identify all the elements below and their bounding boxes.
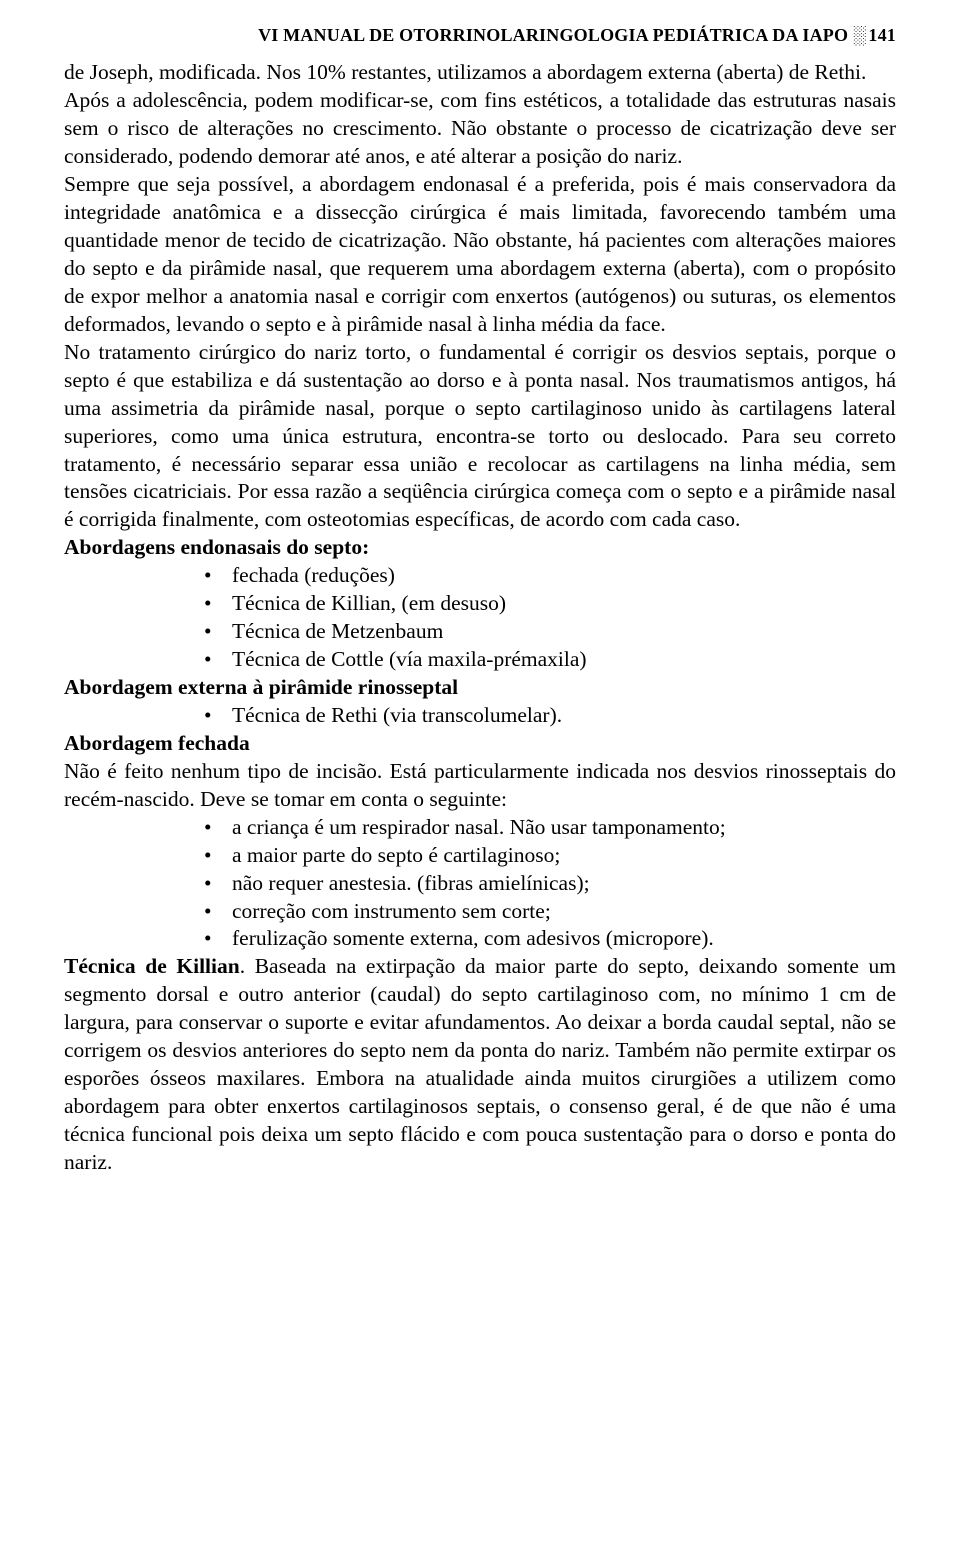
- page-header: VI MANUAL DE OTORRINOLARINGOLOGIA PEDIÁT…: [64, 24, 896, 47]
- list-item: Técnica de Metzenbaum: [204, 618, 896, 646]
- list-item: fechada (reduções): [204, 562, 896, 590]
- section-heading-endonasais: Abordagens endonasais do septo:: [64, 534, 896, 562]
- list-item: Técnica de Cottle (vía maxila-prémaxila): [204, 646, 896, 674]
- endonasais-list: fechada (reduções) Técnica de Killian, (…: [64, 562, 896, 674]
- section-intro: Não é feito nenhum tipo de incisão. Está…: [64, 758, 896, 814]
- list-item: a criança é um respirador nasal. Não usa…: [204, 814, 896, 842]
- externa-list: Técnica de Rethi (via transcolumelar).: [64, 702, 896, 730]
- killian-lead: Técnica de Killian: [64, 954, 240, 978]
- fechada-list: a criança é um respirador nasal. Não usa…: [64, 814, 896, 954]
- body-paragraph: de Joseph, modificada. Nos 10% restantes…: [64, 59, 896, 87]
- killian-body: . Baseada na extirpação da maior parte d…: [64, 954, 896, 1174]
- header-title: VI MANUAL DE OTORRINOLARINGOLOGIA PEDIÁT…: [258, 25, 848, 45]
- body-paragraph: Sempre que seja possível, a abordagem en…: [64, 171, 896, 339]
- header-page-number: 141: [868, 25, 896, 45]
- header-ornament: ░: [853, 25, 864, 45]
- section-heading-fechada: Abordagem fechada: [64, 730, 896, 758]
- list-item: ferulização somente externa, com adesivo…: [204, 925, 896, 953]
- section-heading-externa: Abordagem externa à pirâmide rinosseptal: [64, 674, 896, 702]
- body-paragraph: Após a adolescência, podem modificar-se,…: [64, 87, 896, 171]
- list-item: não requer anestesia. (fibras amielínica…: [204, 870, 896, 898]
- list-item: correção com instrumento sem corte;: [204, 898, 896, 926]
- body-paragraph: No tratamento cirúrgico do nariz torto, …: [64, 339, 896, 535]
- list-item: a maior parte do septo é cartilaginoso;: [204, 842, 896, 870]
- list-item: Técnica de Rethi (via transcolumelar).: [204, 702, 896, 730]
- list-item: Técnica de Killian, (em desuso): [204, 590, 896, 618]
- killian-paragraph: Técnica de Killian. Baseada na extirpaçã…: [64, 953, 896, 1177]
